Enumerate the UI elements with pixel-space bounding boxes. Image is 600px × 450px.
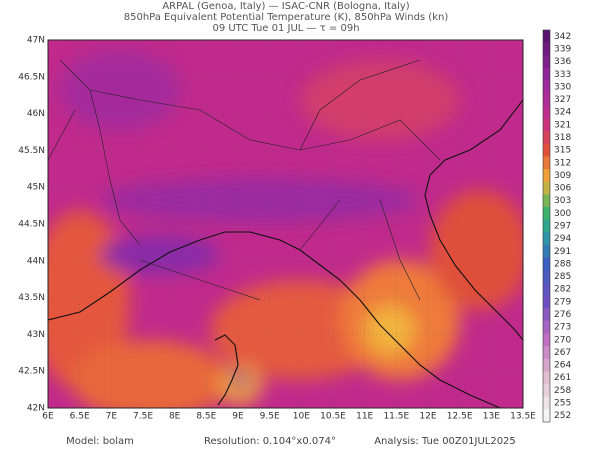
colorbar-cell (543, 333, 550, 347)
colorbar-label: 324 (554, 108, 571, 118)
lon-label: 12.5E (447, 412, 473, 422)
lon-label: 12E (419, 412, 436, 422)
colorbar-cell (543, 42, 550, 56)
colorbar-cell (543, 105, 550, 119)
colorbar-cell (543, 257, 550, 271)
colorbar-cell (543, 295, 550, 309)
colorbar-label: 330 (554, 82, 571, 92)
header-line: 09 UTC Tue 01 JUL — τ = 09h (212, 23, 359, 34)
colorbar-label: 276 (554, 310, 571, 320)
colorbar-label: 321 (554, 120, 571, 130)
colorbar-label: 309 (554, 171, 571, 181)
colorbar-label: 258 (554, 386, 571, 396)
lon-label: 7E (106, 412, 118, 422)
map-field (48, 40, 523, 408)
analysis-label: Analysis: Tue 00Z01JUL2025 (374, 436, 516, 447)
colorbar-label: 267 (554, 348, 571, 358)
colorbar-cell (543, 232, 550, 246)
colorbar-cell (543, 67, 550, 81)
colorbar-label: 294 (554, 234, 571, 244)
lat-label: 47N (27, 36, 45, 46)
lon-label: 11E (356, 412, 373, 422)
colorbar-cell (543, 282, 550, 296)
lat-label: 46.5N (18, 72, 45, 82)
lon-label: 6.5E (70, 412, 90, 422)
lat-label: 44N (27, 256, 45, 266)
lat-label: 42N (27, 404, 45, 414)
colorbar-label: 261 (554, 373, 571, 383)
colorbar-cell (543, 219, 550, 233)
lat-label: 46N (27, 109, 45, 119)
lat-label: 45N (27, 183, 45, 193)
lon-label: 11.5E (383, 412, 409, 422)
colorbar-cell (543, 358, 550, 372)
colorbar-label: 270 (554, 335, 571, 345)
colorbar-label: 327 (554, 95, 571, 105)
colorbar-cell (543, 93, 550, 107)
colorbar-label: 333 (554, 70, 571, 80)
colorbar-label: 255 (554, 399, 571, 409)
colorbar-cell (543, 346, 550, 360)
lon-label: 6E (42, 412, 54, 422)
colorbar-cell (543, 409, 550, 423)
colorbar-frame (542, 29, 551, 423)
model-label: Model: bolam (66, 436, 134, 447)
colorbar-cell (543, 181, 550, 195)
colorbar-label: 342 (554, 32, 571, 42)
colorbar-label: 315 (554, 146, 571, 156)
colorbar-cell (543, 270, 550, 284)
colorbar-label: 282 (554, 285, 571, 295)
lat-label: 43.5N (18, 293, 45, 303)
colorbar-cell (543, 384, 550, 398)
colorbar-cell (543, 131, 550, 145)
colorbar-label: 264 (554, 361, 571, 371)
colorbar-label: 303 (554, 196, 571, 206)
colorbar-label: 318 (554, 133, 571, 143)
lat-label: 43N (27, 330, 45, 340)
colorbar-cell (543, 169, 550, 183)
colorbar-label: 285 (554, 272, 571, 282)
lon-label: 7.5E (133, 412, 153, 422)
lat-label: 42.5N (18, 367, 45, 377)
colorbar-cell (543, 320, 550, 334)
colorbar-label: 288 (554, 259, 571, 269)
lon-label: 13.5E (510, 412, 536, 422)
colorbar-label: 297 (554, 222, 571, 232)
colorbar-label: 291 (554, 247, 571, 257)
colorbar-label: 252 (554, 411, 571, 421)
colorbar-label: 273 (554, 323, 571, 333)
lat-label: 45.5N (18, 146, 45, 156)
colorbar-label: 306 (554, 184, 571, 194)
colorbar-cell (543, 30, 550, 43)
lat-label: 44.5N (18, 220, 45, 230)
colorbar-cell (543, 244, 550, 258)
colorbar-label: 339 (554, 44, 571, 54)
header-line: 850hPa Equivalent Potential Temperature … (124, 12, 449, 23)
resolution-label: Resolution: 0.104°x0.074° (204, 436, 336, 447)
colorbar-cell (543, 308, 550, 322)
colorbar-cell (543, 118, 550, 132)
colorbar-cell (543, 143, 550, 157)
lon-label: 13E (483, 412, 500, 422)
colorbar-cell (543, 80, 550, 94)
colorbar-label: 336 (554, 57, 571, 67)
colorbar-cell (543, 371, 550, 385)
lon-label: 10E (293, 412, 310, 422)
colorbar-cell (543, 55, 550, 69)
lon-label: 8.5E (196, 412, 216, 422)
lon-label: 9E (232, 412, 244, 422)
header-line: ARPAL (Genoa, Italy) — ISAC-CNR (Bologna… (162, 1, 409, 12)
colorbar-cell (543, 156, 550, 170)
lon-label: 10.5E (320, 412, 346, 422)
colorbar-cell (543, 396, 550, 410)
colorbar-label: 300 (554, 209, 571, 219)
colorbar-label: 312 (554, 158, 571, 168)
lon-label: 9.5E (260, 412, 280, 422)
lon-label: 8E (169, 412, 181, 422)
colorbar-cell (543, 194, 550, 208)
colorbar-cell (543, 207, 550, 220)
colorbar-label: 279 (554, 297, 571, 307)
